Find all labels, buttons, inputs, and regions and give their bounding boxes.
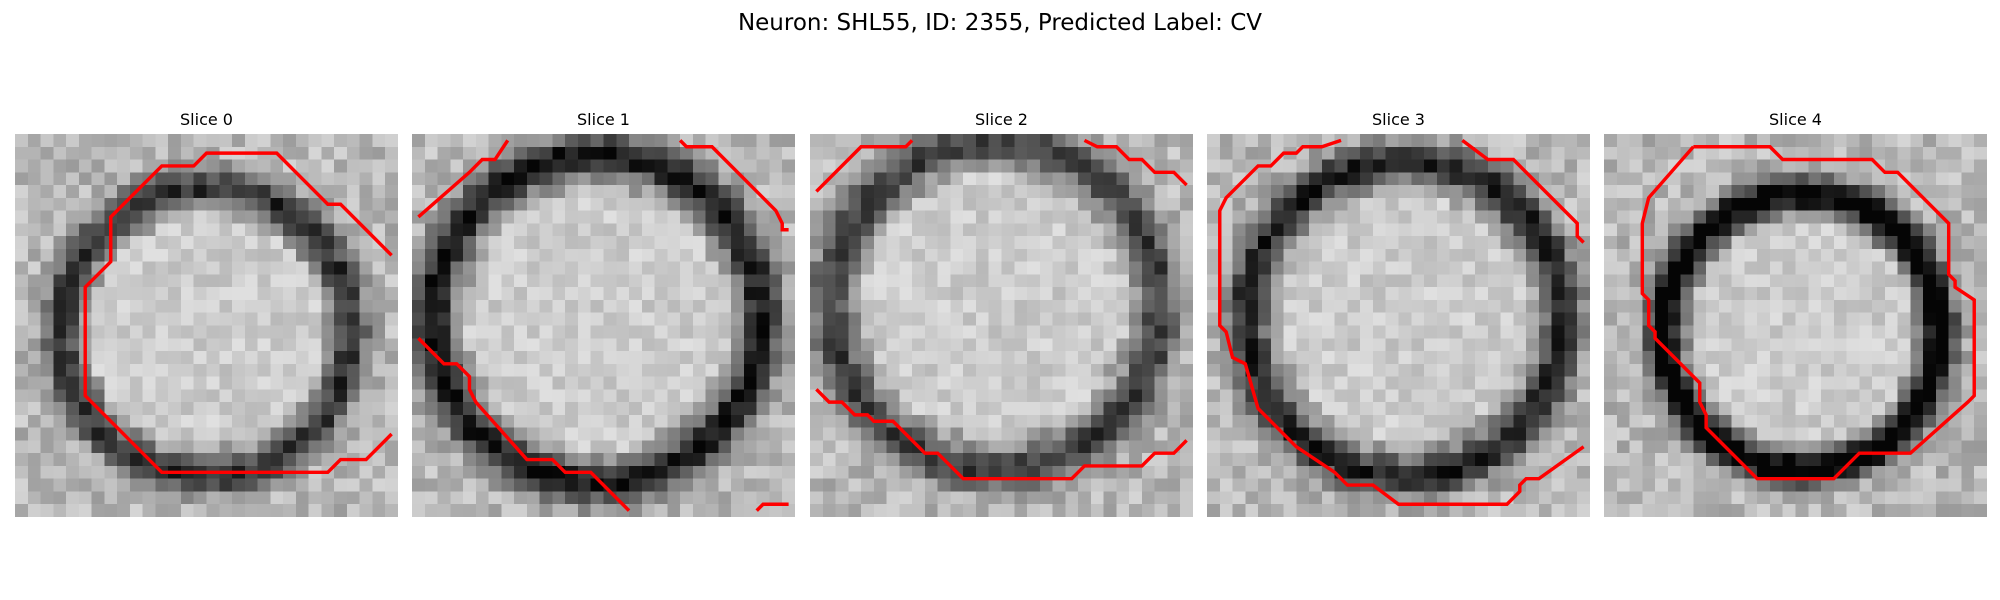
cell-contour-upper-right	[678, 139, 789, 232]
slice-image-1	[412, 134, 795, 517]
slice-image-2	[810, 134, 1193, 517]
cell-contour-lower-left	[417, 337, 631, 512]
cell-contour-lower	[815, 388, 1188, 481]
slice-title: Slice 2	[975, 110, 1028, 129]
cell-contour	[83, 151, 393, 475]
pixel-grid	[15, 134, 398, 517]
slice-image-3	[1207, 134, 1590, 517]
pixel-grid	[1207, 134, 1590, 517]
slice-image-0	[15, 134, 398, 517]
cell-contour-upper-left	[815, 139, 914, 193]
cell-contour-upper-right	[1083, 138, 1188, 187]
cell-contour-upper-left	[417, 139, 510, 219]
pixel-grid	[1604, 134, 1987, 517]
slice-title: Slice 4	[1769, 110, 1822, 129]
pixel-grid	[810, 134, 1193, 517]
slice-title: Slice 0	[180, 110, 233, 129]
cell-contour-upper-right	[1461, 139, 1585, 244]
cell-contour-main	[1218, 138, 1585, 506]
slice-image-4	[1604, 134, 1987, 517]
slice-title: Slice 1	[577, 110, 630, 129]
figure-title: Neuron: SHL55, ID: 2355, Predicted Label…	[737, 10, 1263, 36]
cell-contour-lower-right	[755, 502, 789, 512]
pixel-grid	[412, 134, 795, 517]
slice-title: Slice 3	[1372, 110, 1425, 129]
cell-contour	[1640, 145, 1976, 481]
